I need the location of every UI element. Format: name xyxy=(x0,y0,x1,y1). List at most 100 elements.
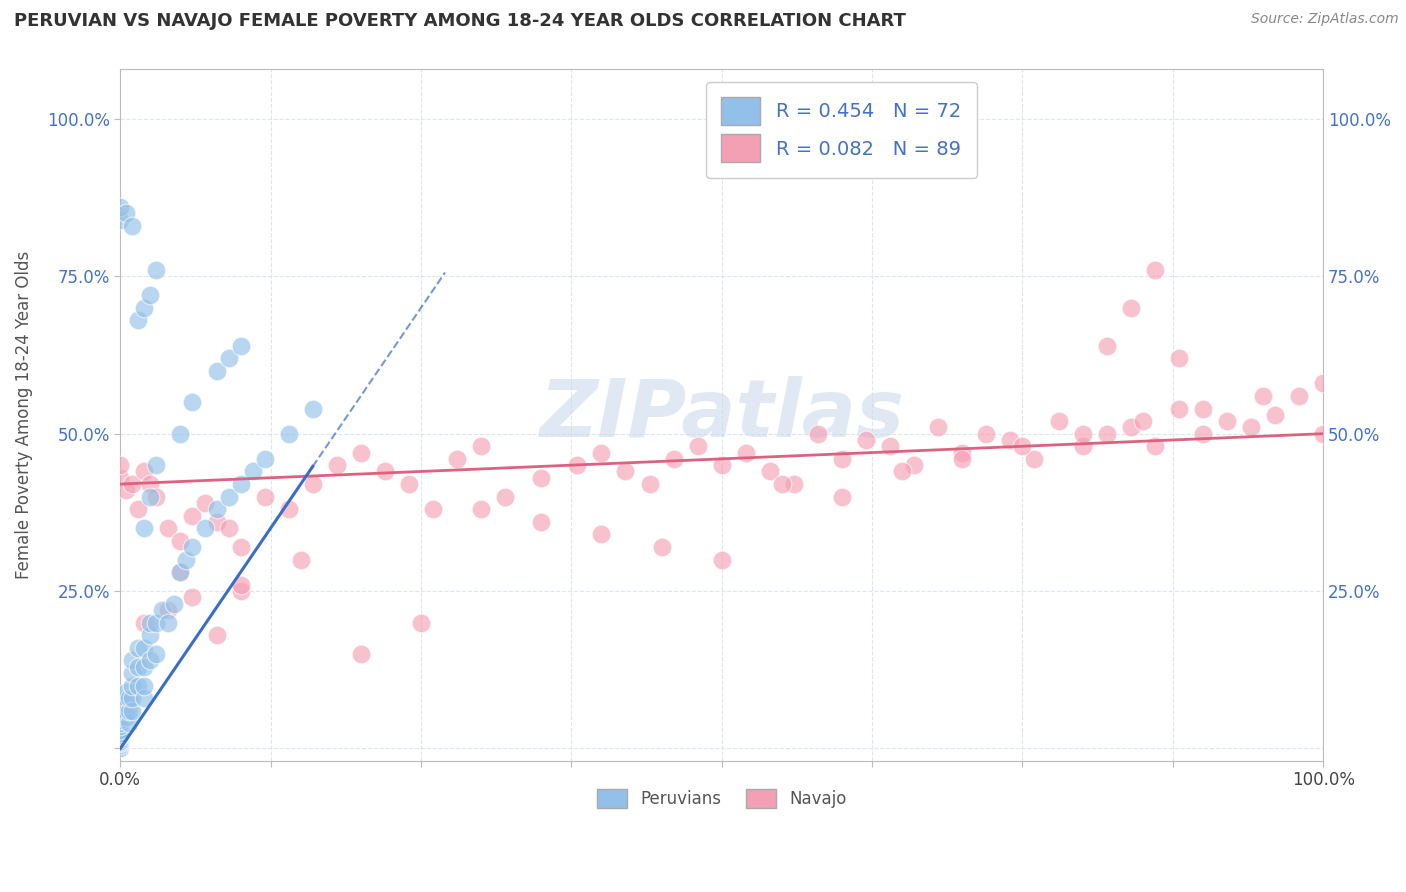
Point xyxy=(110,713,132,727)
Point xyxy=(903,458,925,472)
Point xyxy=(110,200,132,214)
Point xyxy=(409,615,432,630)
Point xyxy=(1167,401,1189,416)
Point xyxy=(290,552,312,566)
Point xyxy=(1288,389,1310,403)
Point xyxy=(1071,439,1094,453)
Point xyxy=(134,679,156,693)
Point xyxy=(110,729,132,743)
Point xyxy=(134,659,156,673)
Point xyxy=(110,698,132,712)
Point xyxy=(115,698,138,712)
Point xyxy=(1240,420,1263,434)
Point xyxy=(134,521,156,535)
Point xyxy=(157,615,180,630)
Point xyxy=(115,685,138,699)
Point xyxy=(530,471,553,485)
Point xyxy=(181,540,204,554)
Point xyxy=(253,490,276,504)
Point xyxy=(110,700,132,714)
Point xyxy=(145,490,167,504)
Text: PERUVIAN VS NAVAJO FEMALE POVERTY AMONG 18-24 YEAR OLDS CORRELATION CHART: PERUVIAN VS NAVAJO FEMALE POVERTY AMONG … xyxy=(14,12,905,29)
Point xyxy=(927,420,949,434)
Point xyxy=(229,578,252,592)
Point xyxy=(218,521,240,535)
Text: Source: ZipAtlas.com: Source: ZipAtlas.com xyxy=(1251,12,1399,26)
Point xyxy=(110,730,132,744)
Point xyxy=(134,615,156,630)
Point xyxy=(110,723,132,737)
Point xyxy=(176,552,198,566)
Point xyxy=(1167,351,1189,365)
Point xyxy=(193,521,215,535)
Point xyxy=(145,647,167,661)
Point xyxy=(1251,389,1274,403)
Point xyxy=(121,653,143,667)
Point xyxy=(145,458,167,472)
Point xyxy=(855,433,877,447)
Point xyxy=(1312,426,1334,441)
Point xyxy=(350,647,373,661)
Point xyxy=(879,439,901,453)
Point xyxy=(110,694,132,708)
Point xyxy=(651,540,673,554)
Point xyxy=(1024,451,1046,466)
Point xyxy=(121,704,143,718)
Point xyxy=(110,704,132,718)
Point xyxy=(110,471,132,485)
Point xyxy=(110,732,132,747)
Point xyxy=(807,426,830,441)
Point xyxy=(110,458,132,472)
Point xyxy=(1095,338,1118,352)
Point xyxy=(121,691,143,706)
Point xyxy=(530,515,553,529)
Point xyxy=(662,451,685,466)
Point xyxy=(121,679,143,693)
Point xyxy=(139,615,162,630)
Point xyxy=(169,565,191,579)
Point xyxy=(326,458,349,472)
Point xyxy=(494,490,516,504)
Point xyxy=(127,640,149,655)
Point xyxy=(1071,426,1094,441)
Point xyxy=(446,451,468,466)
Point xyxy=(567,458,589,472)
Point xyxy=(831,490,853,504)
Point xyxy=(218,351,240,365)
Point xyxy=(205,628,228,642)
Point xyxy=(127,313,149,327)
Point xyxy=(121,477,143,491)
Point xyxy=(470,439,492,453)
Point xyxy=(1143,439,1166,453)
Point xyxy=(134,691,156,706)
Point xyxy=(218,490,240,504)
Point xyxy=(686,439,709,453)
Point xyxy=(110,728,132,742)
Point xyxy=(398,477,420,491)
Point xyxy=(110,734,132,748)
Point xyxy=(110,736,132,750)
Point xyxy=(181,508,204,523)
Point xyxy=(591,527,613,541)
Point xyxy=(181,591,204,605)
Point xyxy=(139,477,162,491)
Point xyxy=(121,665,143,680)
Point xyxy=(110,739,132,753)
Point xyxy=(277,426,299,441)
Point xyxy=(1312,376,1334,391)
Point xyxy=(229,338,252,352)
Point xyxy=(301,401,323,416)
Point xyxy=(118,691,141,706)
Point xyxy=(1216,414,1239,428)
Point xyxy=(110,706,132,721)
Point xyxy=(169,533,191,548)
Point xyxy=(1119,420,1142,434)
Text: ZIPatlas: ZIPatlas xyxy=(540,376,904,454)
Point xyxy=(205,364,228,378)
Point xyxy=(253,451,276,466)
Point xyxy=(110,741,132,756)
Point xyxy=(115,691,138,706)
Point xyxy=(1192,401,1215,416)
Point xyxy=(163,597,186,611)
Point xyxy=(1143,263,1166,277)
